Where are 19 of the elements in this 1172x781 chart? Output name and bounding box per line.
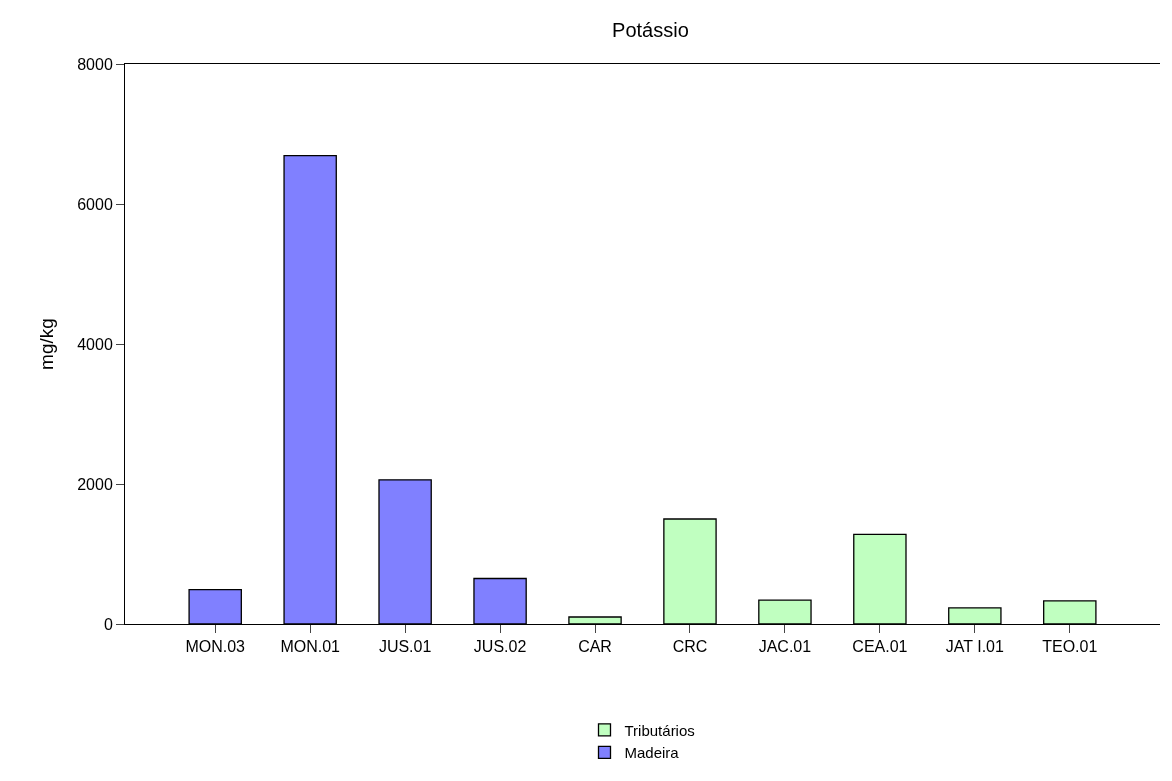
y-tick-label: 2000 [77,475,113,493]
x-tick-label: CEA.01 [852,638,908,656]
legend-label: Madeira [624,744,680,762]
x-tick-label: CAR [578,638,612,656]
x-tick-label: JAC.01 [758,638,812,656]
x-tick-label: JAT I.01 [945,638,1004,656]
y-axis-title: mg/kg [36,318,58,370]
y-tick-label: 4000 [77,335,113,353]
legend-label: Tributários [624,721,695,739]
y-tick-label: 6000 [77,195,113,213]
chart-title: Potássio [612,19,689,42]
x-tick-label: JUS.02 [473,638,527,656]
x-tick-label: MON.01 [280,638,341,656]
y-tick-label: 0 [103,615,113,633]
y-tick-label: 8000 [77,55,113,73]
x-tick-label: JUS.01 [378,638,432,656]
x-tick-label: TEO.01 [1042,638,1098,656]
x-tick-label: CRC [672,638,708,656]
x-tick-label: MON.03 [185,638,246,656]
